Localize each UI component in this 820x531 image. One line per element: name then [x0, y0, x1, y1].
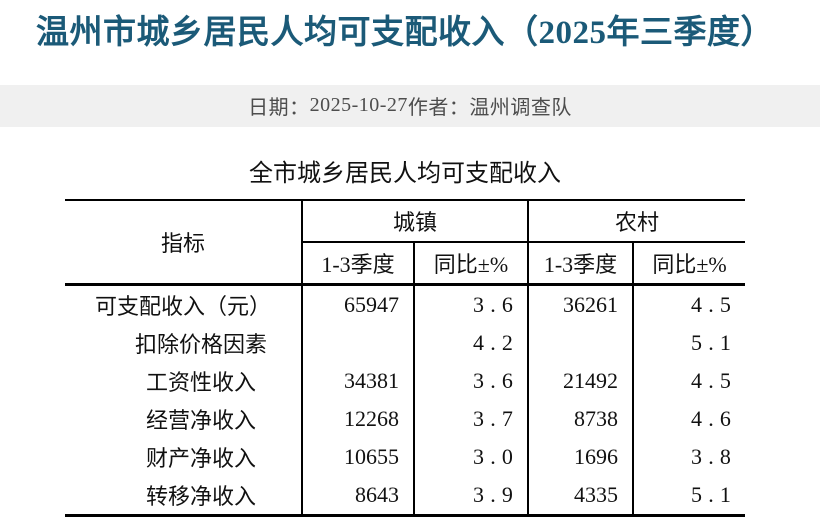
cell-rural-value: 8738: [527, 399, 634, 438]
date-value: 2025-10-27: [309, 94, 408, 117]
table-row: 扣除价格因素 4.2 5.1: [65, 323, 746, 362]
cell-rural-value: [527, 323, 634, 362]
cell-rural-yoy: 4.5: [632, 284, 746, 324]
row-label: 财产净收入: [145, 445, 256, 471]
cell-urban-value: [301, 323, 414, 362]
header-urban-yoy: 同比±%: [412, 241, 529, 286]
table-row: 工资性收入 34381 3.6 21492 4.5: [65, 361, 746, 400]
cell-urban-value: 34381: [301, 361, 414, 400]
cell-urban-yoy: 3.0: [412, 437, 529, 476]
cell-urban-yoy: 3.6: [412, 361, 529, 400]
header-rural-yoy: 同比±%: [632, 241, 746, 286]
header-indicator: 指标: [65, 199, 303, 286]
cell-rural-yoy: 5.1: [632, 475, 746, 516]
cell-urban-value: 8643: [301, 475, 414, 516]
header-urban: 城镇: [302, 199, 529, 243]
cell-urban-yoy: 3.6: [412, 284, 529, 324]
header-sub-row: 1-3季度 同比±% 1-3季度 同比±%: [65, 241, 746, 286]
cell-rural-value: 1696: [527, 437, 634, 476]
cell-urban-value: 65947: [301, 284, 414, 324]
header-urban-period: 1-3季度: [301, 241, 414, 286]
table-row: 财产净收入 10655 3.0 1696 3.8: [65, 437, 746, 476]
header-rural-period: 1-3季度: [527, 241, 634, 286]
cell-rural-yoy: 3.8: [632, 437, 746, 476]
row-label: 经营净收入: [145, 407, 256, 433]
header-group-row: 指标 城镇 农村: [65, 199, 746, 286]
header-rural: 农村: [527, 199, 746, 243]
date-label: 日期：: [248, 97, 310, 120]
row-label: 扣除价格因素: [134, 331, 267, 357]
table-row: 经营净收入 12268 3.7 8738 4.6: [65, 399, 746, 438]
row-label: 工资性收入: [145, 369, 256, 395]
table-row: 可支配收入（元） 65947 3.6 36261 4.5: [65, 284, 746, 324]
cell-urban-yoy: 4.2: [412, 323, 529, 362]
row-label: 可支配收入（元）: [94, 293, 271, 319]
cell-urban-yoy: 3.7: [412, 399, 529, 438]
cell-rural-value: 4335: [527, 475, 634, 516]
table-caption: 全市城乡居民人均可支配收入: [249, 160, 561, 187]
author-label: 作者：: [407, 97, 470, 120]
row-label: 转移净收入: [145, 483, 256, 509]
meta-bar: 日期： 2025-10-27 作者： 温州调查队: [0, 84, 820, 127]
cell-urban-value: 10655: [301, 437, 414, 476]
author-value: 温州调查队: [469, 97, 572, 120]
cell-urban-value: 12268: [301, 399, 414, 438]
cell-urban-yoy: 3.9: [412, 475, 529, 516]
cell-rural-yoy: 4.5: [632, 361, 746, 400]
table-row: 转移净收入 8643 3.9 4335 5.1: [65, 475, 746, 516]
income-table: 指标 城镇 农村 1-3季度 同比±% 1-3季度 同比±% 可支配收入（元） …: [65, 198, 746, 517]
cell-rural-value: 36261: [527, 284, 634, 324]
cell-rural-yoy: 5.1: [632, 323, 746, 362]
page-title: 温州市城乡居民人均可支配收入（2025年三季度）: [36, 15, 774, 51]
cell-rural-yoy: 4.6: [632, 399, 746, 438]
cell-rural-value: 21492: [527, 361, 634, 400]
